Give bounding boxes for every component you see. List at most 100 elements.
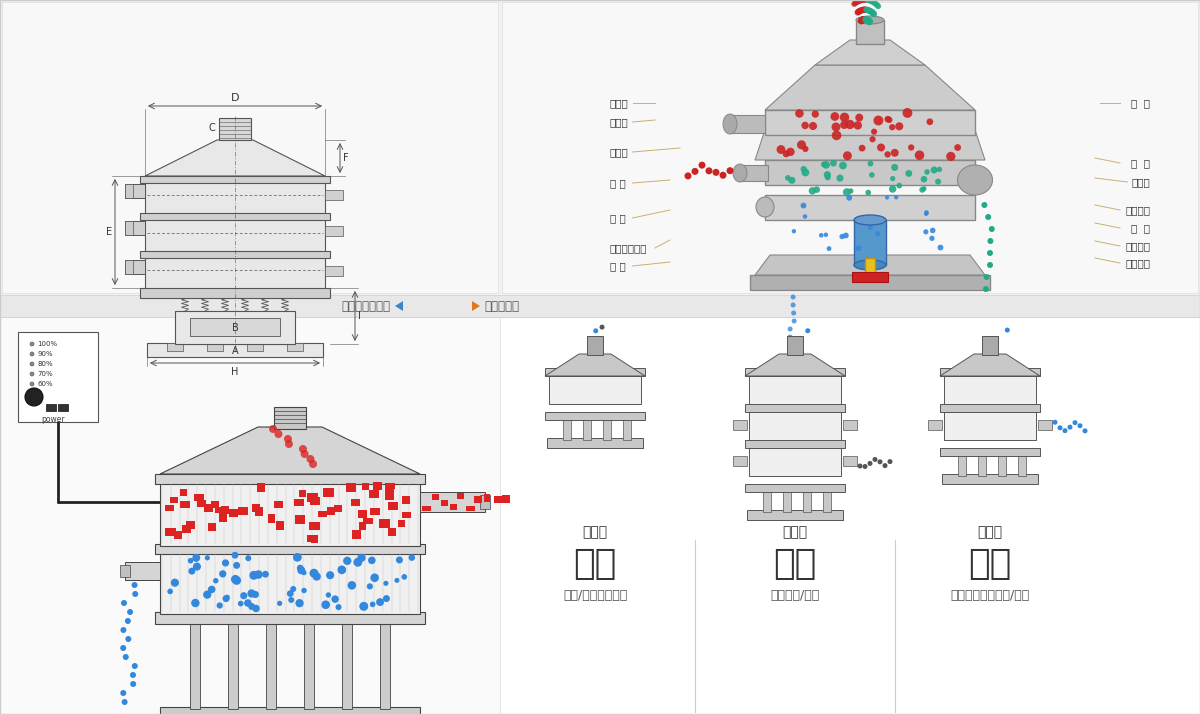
Text: 出料口: 出料口 [610,147,629,157]
Circle shape [348,581,356,590]
Text: 振动电机: 振动电机 [1126,241,1150,251]
Bar [763,490,772,512]
Circle shape [905,170,912,177]
Circle shape [310,460,317,468]
Bar [186,521,196,529]
Bar [190,318,280,336]
Bar [257,483,265,492]
Circle shape [726,167,733,174]
Circle shape [988,262,994,268]
Circle shape [946,152,955,161]
Bar [266,622,276,709]
Bar [287,343,302,351]
Circle shape [823,233,828,237]
Circle shape [860,16,868,23]
Circle shape [859,16,866,24]
Circle shape [853,0,858,6]
Bar [311,536,318,543]
Circle shape [929,236,935,241]
Bar [166,506,174,511]
Circle shape [859,145,865,151]
Bar [160,707,420,714]
Circle shape [919,187,925,193]
Circle shape [860,0,865,3]
Circle shape [192,554,200,562]
Bar [274,407,306,429]
Circle shape [809,122,817,130]
Bar [940,368,1040,376]
Bar [745,404,845,412]
Circle shape [871,11,877,17]
Polygon shape [472,301,480,311]
Circle shape [862,0,868,3]
Bar [432,493,439,500]
Bar [221,506,229,514]
Circle shape [326,571,335,579]
Circle shape [796,109,804,118]
Circle shape [788,177,796,183]
Circle shape [865,18,872,25]
Bar [1018,454,1026,476]
Bar [787,336,803,355]
Bar [466,506,474,511]
Bar [160,482,420,546]
Bar [155,612,425,624]
Circle shape [832,123,840,131]
Circle shape [205,555,210,560]
Circle shape [1004,328,1010,333]
Circle shape [908,144,914,151]
Bar [125,260,145,274]
Ellipse shape [856,16,884,24]
Bar [402,512,412,518]
Circle shape [301,570,306,575]
Bar [385,491,395,500]
Circle shape [922,186,926,191]
Circle shape [791,303,796,308]
Circle shape [1057,426,1062,431]
Circle shape [797,140,806,149]
Bar [190,622,200,709]
Circle shape [865,17,872,24]
Circle shape [245,555,251,561]
Bar [370,508,380,515]
Circle shape [224,595,230,600]
Bar [347,483,356,492]
Circle shape [298,566,305,574]
Bar [545,412,646,420]
Circle shape [924,210,929,215]
Circle shape [889,124,895,131]
Circle shape [930,228,936,233]
Bar [389,502,398,510]
Circle shape [121,600,127,606]
Bar [268,514,275,523]
Bar [306,536,318,542]
Circle shape [720,172,726,178]
Circle shape [698,161,706,169]
Circle shape [1073,420,1078,425]
Circle shape [926,119,934,125]
Circle shape [984,274,990,280]
Bar [422,506,431,511]
Circle shape [800,166,806,172]
Text: 去除异物/结块: 去除异物/结块 [770,589,820,602]
Bar [745,484,845,492]
Circle shape [923,229,929,234]
Text: 加重块: 加重块 [1132,177,1150,187]
Text: 弹 簧: 弹 簧 [610,213,625,223]
Circle shape [803,146,809,152]
Circle shape [30,342,34,346]
Text: D: D [230,93,239,103]
Circle shape [788,351,794,356]
Bar [294,499,304,506]
Circle shape [864,16,871,24]
Bar [211,501,220,508]
Circle shape [830,160,836,166]
Circle shape [857,0,863,4]
Circle shape [862,16,869,23]
Bar [944,376,1036,404]
Bar [623,418,631,440]
Circle shape [252,605,259,612]
Circle shape [988,238,994,244]
Circle shape [858,17,865,24]
Circle shape [830,112,839,121]
